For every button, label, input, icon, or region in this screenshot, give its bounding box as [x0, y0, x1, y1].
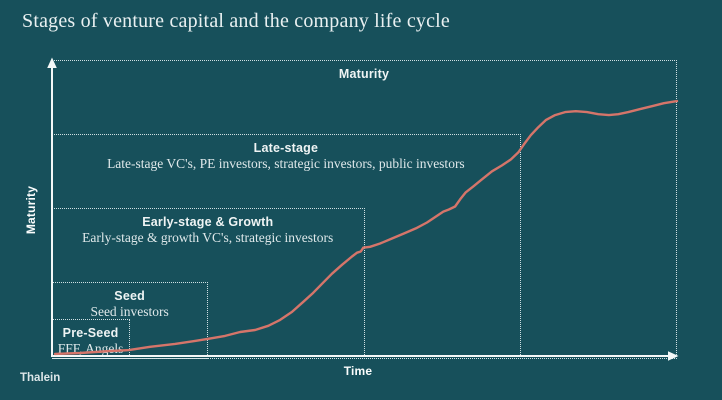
y-axis-label: Maturity [24, 185, 38, 235]
page-title: Stages of venture capital and the compan… [22, 10, 451, 32]
brand-label: Thalein [20, 372, 61, 384]
stage-box-maturity: Maturity [52, 60, 677, 359]
stage-name: Maturity [338, 67, 390, 81]
stage-label: Maturity [52, 67, 676, 82]
x-axis-label: Time [343, 364, 373, 378]
